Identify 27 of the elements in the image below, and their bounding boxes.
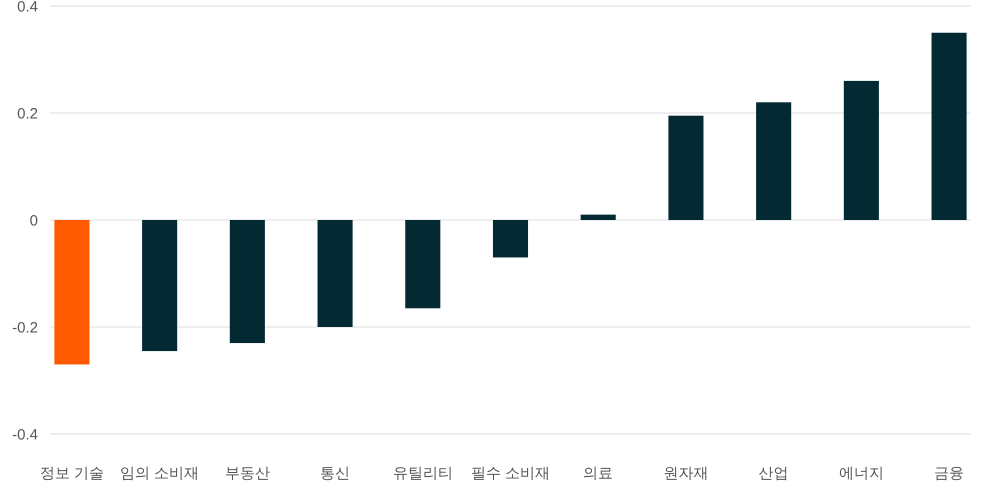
y-tick-label: -0.2 — [12, 319, 38, 336]
x-tick-label: 임의 소비재 — [120, 465, 200, 482]
x-tick-label: 에너지 — [838, 465, 884, 482]
y-tick-label: 0.2 — [17, 105, 38, 122]
x-tick-label: 부동산 — [224, 465, 270, 482]
bar — [756, 102, 792, 220]
bar — [668, 116, 704, 220]
bar — [54, 220, 90, 364]
x-tick-label: 원자재 — [663, 465, 708, 482]
bar — [405, 220, 440, 308]
bar — [932, 32, 967, 220]
bar — [230, 220, 265, 344]
x-tick-label: 유틸리티 — [392, 465, 453, 482]
x-tick-label: 산업 — [758, 465, 789, 482]
y-tick-label: 0.4 — [17, 0, 38, 16]
x-tick-label: 필수 소비재 — [470, 465, 550, 482]
bar — [492, 220, 528, 258]
x-tick-label: 금융 — [934, 465, 964, 482]
x-tick-label: 통신 — [320, 465, 350, 482]
x-tick-label: 의료 — [583, 465, 614, 482]
y-tick-label: 0 — [30, 212, 38, 230]
bar — [580, 214, 616, 220]
bar — [142, 220, 178, 352]
bar — [318, 220, 353, 327]
y-tick-label: -0.4 — [12, 426, 38, 444]
bar — [844, 80, 879, 220]
x-tick-label: 정보 기술 — [40, 465, 104, 482]
